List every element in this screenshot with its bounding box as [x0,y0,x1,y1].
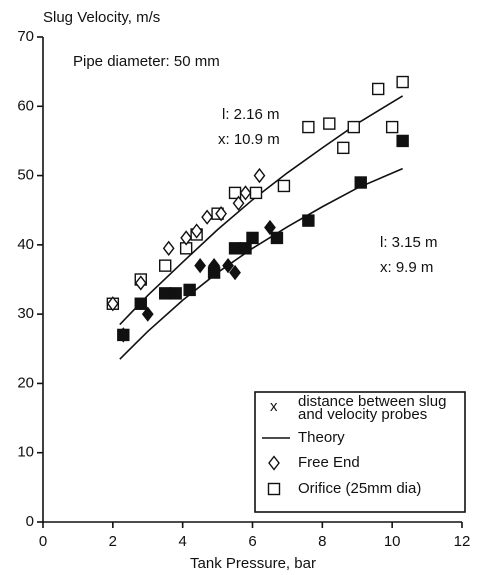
data-point [169,287,182,300]
annotation: l: 2.16 m [222,106,280,123]
x-tick-label: 0 [39,533,47,550]
data-point [222,257,234,274]
data-point [270,231,284,245]
annotation: x: 10.9 m [218,131,280,148]
annotation: l: 3.15 m [380,234,438,251]
data-point [354,176,367,189]
theory-line [119,95,404,326]
data-point [239,185,252,201]
annotation: Pipe diameter: 50 mm [73,53,220,70]
y-tick-label: 30 [17,305,34,322]
x-tick-label: 2 [109,533,117,550]
legend-label: Theory [298,429,345,446]
data-point [180,230,193,246]
x-tick-label: 12 [454,533,471,550]
data-point [134,275,147,291]
data-point [302,120,315,134]
legend-label: Free End [298,454,360,471]
annotation: x: 9.9 m [380,259,433,276]
legend-label: and velocity probes [298,406,427,423]
y-tick-label: 60 [17,97,34,114]
x-tick-label: 6 [248,533,256,550]
data-point [201,209,213,225]
data-point [190,223,203,239]
data-point [106,296,119,312]
data-point [246,231,259,245]
data-point [159,287,172,300]
y-tick-label: 0 [26,513,34,530]
data-point [347,120,360,134]
data-point [277,179,291,193]
x-tick-label: 8 [318,533,326,550]
data-point [159,259,172,272]
y-tick-label: 40 [17,236,34,253]
theory-line [119,167,403,360]
data-point [253,167,266,184]
data-point [229,264,241,281]
data-point [183,283,196,297]
legend-key: x [270,398,278,415]
x-tick-label: 4 [178,533,186,550]
data-point [134,297,147,310]
data-point [239,242,252,255]
data-point [117,327,130,343]
legend-symbol [267,482,281,496]
y-tick-label: 70 [17,28,34,45]
data-point [264,219,276,236]
y-axis-title: Slug Velocity, m/s [43,9,160,26]
data-point [228,242,242,255]
data-point [162,240,175,256]
data-point [396,75,409,89]
data-point [323,117,336,130]
data-point [194,257,207,274]
data-point [232,195,245,211]
y-tick-label: 20 [17,374,34,391]
data-point [372,82,385,96]
data-point [396,134,409,148]
legend-symbol [268,455,280,471]
data-point [208,257,220,274]
y-tick-label: 10 [17,444,34,461]
data-point [302,214,315,227]
data-point [385,120,399,134]
legend-label: Orifice (25mm dia) [298,480,421,497]
data-point [215,206,227,222]
x-axis-title: Tank Pressure, bar [190,555,316,572]
data-point [249,186,263,200]
legend-label: distance between slug [298,393,446,410]
x-tick-label: 10 [384,533,401,550]
legend-box [254,391,466,513]
data-point [337,141,350,155]
data-point [141,306,154,322]
y-tick-label: 50 [17,167,34,184]
